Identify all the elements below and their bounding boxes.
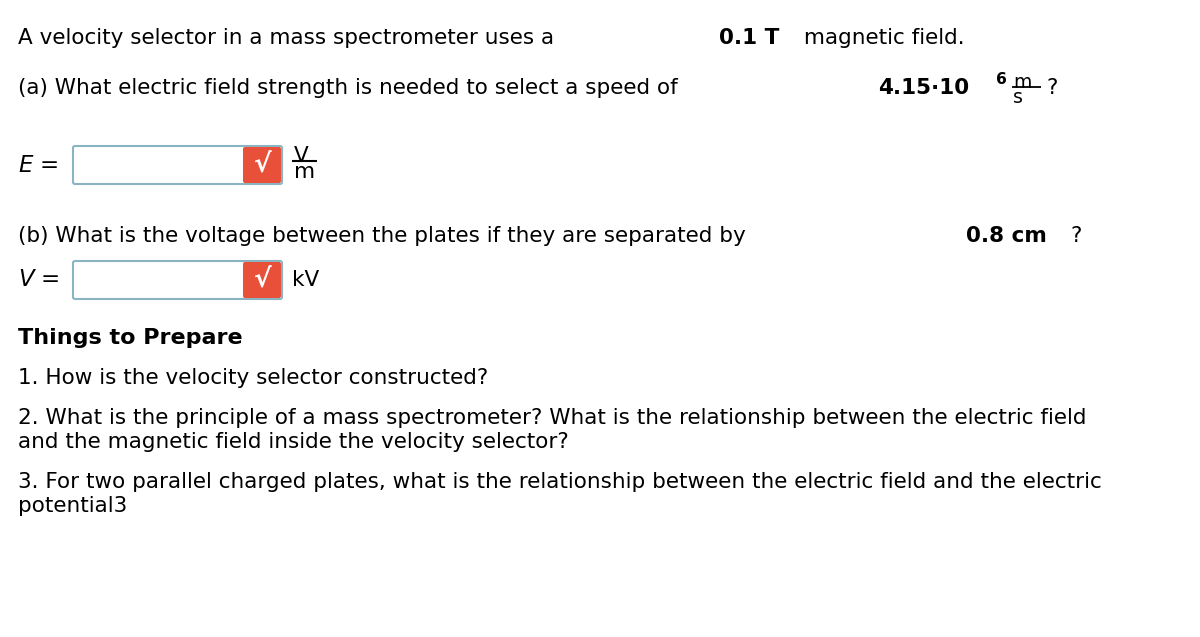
Text: 6: 6	[996, 72, 1007, 87]
Text: V: V	[294, 146, 308, 166]
Text: 1. How is the velocity selector constructed?: 1. How is the velocity selector construc…	[18, 368, 488, 388]
FancyBboxPatch shape	[242, 147, 281, 183]
Text: and the magnetic field inside the velocity selector?: and the magnetic field inside the veloci…	[18, 432, 569, 452]
Text: (b) What is the voltage between the plates if they are separated by: (b) What is the voltage between the plat…	[18, 226, 752, 246]
FancyBboxPatch shape	[73, 261, 282, 299]
Text: m: m	[294, 162, 316, 182]
Text: 0.8 cm: 0.8 cm	[966, 226, 1046, 246]
Text: √: √	[253, 153, 271, 179]
Text: 3. For two parallel charged plates, what is the relationship between the electri: 3. For two parallel charged plates, what…	[18, 472, 1102, 492]
Text: A velocity selector in a mass spectrometer uses a: A velocity selector in a mass spectromet…	[18, 28, 562, 48]
Text: potential3: potential3	[18, 496, 127, 516]
Text: magnetic field.: magnetic field.	[797, 28, 964, 48]
Text: 2. What is the principle of a mass spectrometer? What is the relationship betwee: 2. What is the principle of a mass spect…	[18, 408, 1086, 428]
Text: (a) What electric field strength is needed to select a speed of: (a) What electric field strength is need…	[18, 78, 685, 98]
Text: $V$ =: $V$ =	[18, 269, 60, 292]
Text: s: s	[1013, 88, 1024, 107]
Text: ?: ?	[1046, 78, 1057, 98]
FancyBboxPatch shape	[242, 262, 281, 298]
Text: √: √	[253, 268, 271, 294]
Text: kV: kV	[292, 270, 319, 290]
FancyBboxPatch shape	[73, 146, 282, 184]
Text: 0.1 T: 0.1 T	[719, 28, 779, 48]
Text: Things to Prepare: Things to Prepare	[18, 328, 242, 348]
Text: $E$ =: $E$ =	[18, 154, 59, 176]
Text: m: m	[1013, 73, 1032, 92]
Text: 4.15·10: 4.15·10	[878, 78, 970, 98]
Text: ?: ?	[1070, 226, 1081, 246]
